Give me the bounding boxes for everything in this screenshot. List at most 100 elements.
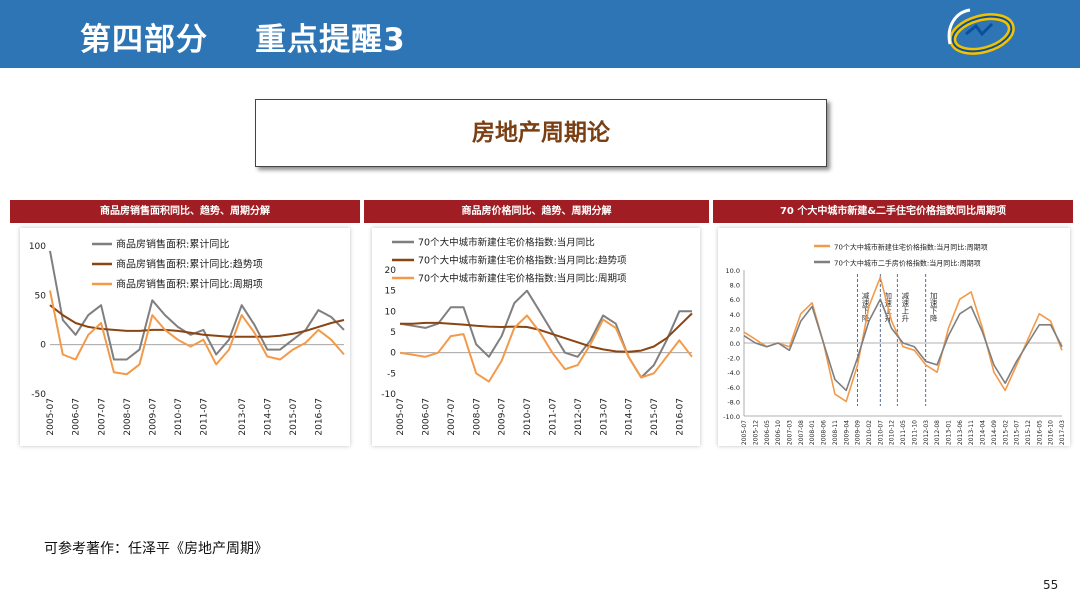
chart-3-series-line-1 [743, 298, 1063, 392]
chart-1-x-tick-2: 2007-07 [97, 398, 107, 436]
page-number: 55 [1043, 578, 1059, 592]
chart-2-x-tick-9: 2014-07 [625, 398, 635, 436]
chart-1-x-tick-6: 2011-07 [200, 398, 210, 436]
chart-2-y-tick-2: 10 [385, 307, 397, 317]
chart-2-y-tick-0: 20 [385, 266, 397, 276]
chart-3-x-tick-27: 2016-10 [1048, 420, 1055, 445]
chart-3-y-tick-1: 8.0 [730, 282, 740, 290]
chart-2-x-tick-10: 2015-07 [650, 398, 660, 436]
chart-1-series-line-1 [49, 304, 345, 338]
chart-1-x-tick-9: 2015-07 [289, 398, 299, 436]
chart-2-x-tick-8: 2013-07 [599, 398, 609, 436]
chart-1-y-tick-2: 0 [40, 341, 46, 351]
chart-3-annotation-2: 减速上升 [901, 291, 910, 324]
chart-3-y-tick-9: -8.0 [727, 398, 740, 406]
chart-3-panel: 10.0 8.0 6.0 4.0 2.0 0.0 -2.0 -4.0 -6.0 -8.0 -10.0… [718, 228, 1070, 446]
chart-3-x-tick-14: 2011-05 [900, 420, 907, 445]
chart-3-svg: 10.0 8.0 6.0 4.0 2.0 0.0 -2.0 -4.0 -6.0 -8.0 -10.0… [723, 243, 1066, 446]
chart-3-x-tick-3: 2006-10 [775, 420, 782, 445]
chart-3-x-tick-5: 2007-08 [798, 420, 805, 445]
chart-1-x-tick-4: 2009-07 [148, 398, 158, 436]
chart-3-x-tick-24: 2015-07 [1014, 420, 1021, 445]
chart-1-header: 商品房销售面积同比、趋势、周期分解 [10, 200, 360, 223]
chart-3-x-tick-17: 2012-08 [934, 420, 941, 445]
chart-1-x-tick-3: 2008-07 [123, 398, 133, 436]
chart-2-y-tick-4: 0 [390, 349, 396, 359]
chart-2-x-tick-1: 2006-07 [422, 398, 432, 436]
chart-2-legend-label-2: 70个大中城市新建住宅价格指数:当月同比:周期项 [418, 273, 627, 285]
chart-2-y-tick-5: -5 [387, 369, 396, 379]
chart-1-legend-label-2: 商品房销售面积:累计同比:周期项 [116, 278, 263, 291]
chart-3-x-tick-28: 2017-03 [1059, 420, 1066, 445]
top-banner: 第四部分 重点提醒3 [0, 0, 1080, 68]
chart-3-x-tick-11: 2010-02 [866, 420, 873, 445]
chart-3-x-tick-16: 2012-03 [923, 420, 930, 445]
chart-2-legend-label-1: 70个大中城市新建住宅价格指数:当月同比:趋势项 [418, 255, 627, 267]
chart-3-y-tick-7: -4.0 [727, 369, 740, 377]
chart-3-y-tick-4: 2.0 [730, 325, 740, 333]
chart-3-x-tick-7: 2008-06 [821, 420, 828, 445]
chart-3-x-tick-22: 2014-09 [991, 420, 998, 445]
chart-2-panel: 20 15 10 5 0 -5 -10 2005-07 2006-07 2007-07 2008-0… [372, 228, 700, 446]
chart-3-x-tick-15: 2011-10 [911, 420, 918, 445]
chart-2-legend-label-0: 70个大中城市新建住宅价格指数:当月同比 [418, 237, 595, 249]
chart-2-series-line-2 [399, 314, 693, 383]
chart-3-x-tick-9: 2009-04 [843, 420, 850, 445]
chart-3-x-tick-0: 2005-07 [741, 420, 748, 445]
chart-1-y-tick-3: -50 [31, 390, 46, 400]
chart-3-x-tick-1: 2005-12 [752, 420, 759, 445]
chart-2-x-tick-4: 2009-07 [498, 398, 508, 436]
chart-1-x-tick-8: 2014-07 [263, 398, 273, 436]
chart-1-series-line-0 [49, 250, 345, 361]
section-title: 房地产周期论 [472, 120, 610, 146]
chart-3-header: 70 个大中城市新建&二手住宅价格指数同比周期项 [713, 200, 1073, 223]
chart-1-x-tick-7: 2013-07 [238, 398, 248, 436]
chart-1-x-tick-1: 2006-07 [72, 398, 82, 436]
chart-1-y-tick-1: 50 [35, 291, 47, 301]
chart-2-x-tick-7: 2012-07 [574, 398, 584, 436]
chart-2-x-tick-6: 2011-07 [548, 398, 558, 436]
chart-3-y-tick-10: -10.0 [723, 413, 740, 421]
chart-3-x-tick-8: 2008-11 [832, 420, 839, 445]
chart-3-x-tick-26: 2016-05 [1036, 420, 1043, 445]
chart-3-y-tick-2: 6.0 [730, 296, 740, 304]
chart-2-x-tick-0: 2005-07 [396, 398, 406, 436]
chart-3-y-tick-3: 4.0 [730, 311, 740, 319]
chart-1-y-tick-0: 100 [29, 242, 46, 252]
logo-mark-icon [947, 8, 1015, 55]
chart-2-x-tick-3: 2008-07 [472, 398, 482, 436]
reference-note: 可参考著作：任泽平《房地产周期》 [44, 541, 268, 557]
chart-3-annotation-3: 加速下降 [929, 291, 938, 324]
chart-1-series-line-2 [49, 290, 345, 376]
chart-1-legend-label-1: 商品房销售面积:累计同比:趋势项 [116, 258, 263, 271]
chart-3-legend-label-1: 70个大中城市二手房价格指数:当月同比:周期项 [834, 259, 981, 268]
chart-3-x-tick-20: 2013-11 [968, 420, 975, 445]
chart-2-series-line-1 [400, 312, 693, 353]
chart-1-x-tick-5: 2010-07 [174, 398, 184, 436]
chart-3-x-tick-4: 2007-03 [787, 420, 794, 445]
chart-3-annotation-0: 减速下降 [861, 291, 870, 324]
chart-3-x-tick-18: 2013-01 [946, 420, 953, 445]
chart-2-x-tick-5: 2010-07 [523, 398, 533, 436]
chart-2-y-tick-1: 15 [385, 287, 396, 297]
chart-3-x-tick-25: 2015-12 [1025, 420, 1032, 445]
chart-3-series-line-0 [743, 276, 1063, 403]
slide-title: 第四部分 重点提醒3 [80, 22, 406, 58]
logo [936, 4, 1020, 64]
chart-3-y-tick-0: 10.0 [726, 267, 740, 275]
chart-2-y-tick-3: 5 [390, 328, 396, 338]
chart-1-x-tick-10: 2016-07 [315, 398, 325, 436]
chart-3-x-tick-23: 2015-02 [1002, 420, 1009, 445]
chart-1-legend-label-0: 商品房销售面积:累计同比 [116, 238, 229, 251]
chart-3-x-tick-12: 2010-07 [877, 420, 884, 445]
chart-2-header: 商品房价格同比、趋势、周期分解 [364, 200, 709, 223]
section-title-box: 房地产周期论 [255, 99, 827, 167]
chart-3-x-tick-6: 2008-01 [809, 420, 816, 445]
chart-2-series-line-0 [399, 289, 692, 379]
chart-3-y-tick-5: 0.0 [730, 340, 740, 348]
chart-2-y-tick-6: -10 [381, 390, 396, 400]
chart-1-panel: 100 50 0 -50 2005-07 2006-07 2007-07 2008-07 200… [20, 228, 350, 446]
chart-3-y-tick-6: -2.0 [727, 355, 740, 363]
